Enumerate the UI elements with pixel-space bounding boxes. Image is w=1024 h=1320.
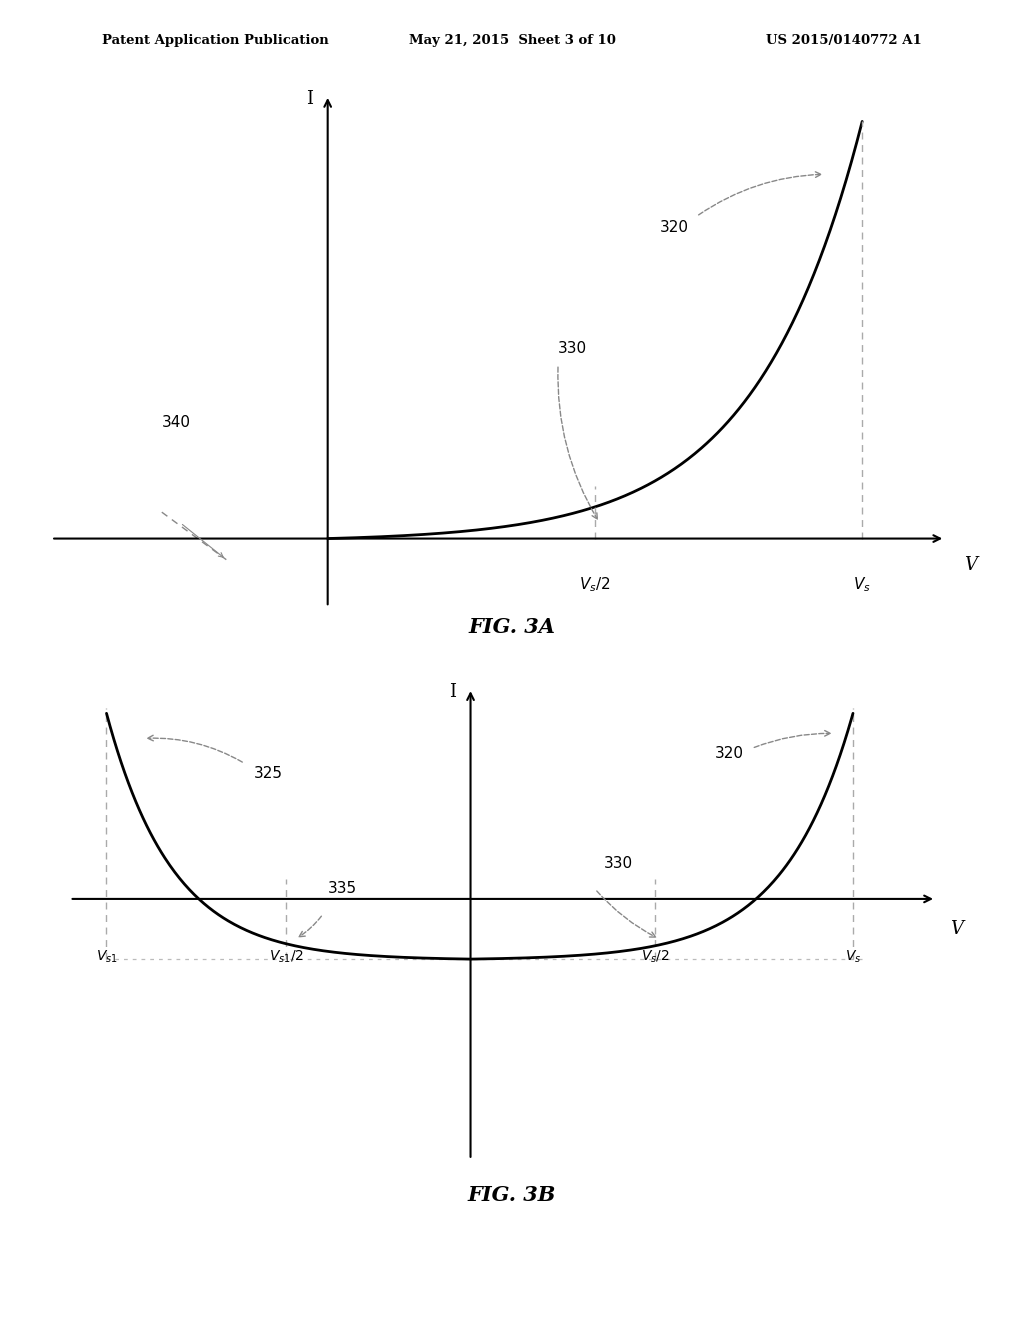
Text: 320: 320 [715, 746, 743, 760]
Text: $V_{s1}/2$: $V_{s1}/2$ [269, 949, 303, 965]
Text: I: I [306, 90, 312, 108]
Text: FIG. 3A: FIG. 3A [469, 616, 555, 638]
Text: V: V [964, 556, 977, 574]
Text: Patent Application Publication: Patent Application Publication [102, 34, 329, 48]
Text: $V_s$: $V_s$ [845, 949, 861, 965]
Text: $V_s/2$: $V_s/2$ [641, 949, 669, 965]
Text: 340: 340 [162, 414, 190, 430]
Text: FIG. 3B: FIG. 3B [468, 1184, 556, 1205]
Text: May 21, 2015  Sheet 3 of 10: May 21, 2015 Sheet 3 of 10 [409, 34, 615, 48]
Text: 320: 320 [659, 219, 688, 235]
Text: 330: 330 [558, 341, 587, 356]
Text: $V_s/2$: $V_s/2$ [580, 576, 610, 594]
Text: 330: 330 [604, 857, 633, 871]
Text: I: I [449, 684, 456, 701]
Text: $V_{s1}$: $V_{s1}$ [95, 949, 118, 965]
Text: 335: 335 [328, 882, 356, 896]
Text: $V_s$: $V_s$ [853, 576, 871, 594]
Text: 325: 325 [254, 766, 283, 781]
Text: US 2015/0140772 A1: US 2015/0140772 A1 [766, 34, 922, 48]
Text: V: V [950, 920, 963, 939]
